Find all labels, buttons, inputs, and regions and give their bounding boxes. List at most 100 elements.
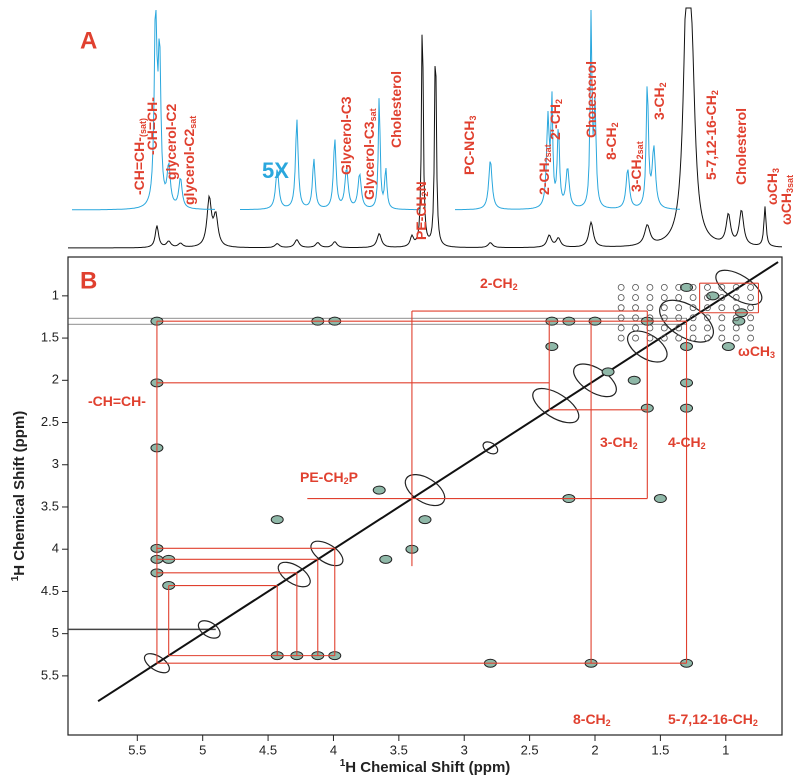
label-text: -CH=CH- xyxy=(144,97,160,155)
x-tick-label: 4 xyxy=(330,742,337,757)
cross-peak xyxy=(706,291,720,301)
cross-peak xyxy=(379,554,393,564)
label-text: 2-CH xyxy=(480,275,513,291)
spectrum-label: -CH=CH-(sat) xyxy=(131,118,149,195)
x-tick-label: 3.5 xyxy=(390,742,408,757)
diagonal-peak xyxy=(197,620,221,639)
label-text: Cholesterol xyxy=(733,108,749,185)
x-tick-label: 2 xyxy=(591,742,598,757)
y-tick-label: 5 xyxy=(52,625,59,640)
axis-label-sup: 1 xyxy=(10,575,21,581)
label-text: 3-CH xyxy=(651,87,667,120)
label-subscript: 2 xyxy=(420,191,430,196)
label-subscript: 2sat xyxy=(543,144,553,162)
cosy-layer xyxy=(68,261,779,703)
cross-peak xyxy=(675,334,683,342)
cross-peak xyxy=(689,324,697,332)
label-subscript: 2 xyxy=(344,476,349,486)
spectrum-label: Glycerol-C3sat xyxy=(361,108,379,200)
label-subscript: 2sat xyxy=(635,141,645,159)
cross-peak xyxy=(617,294,625,301)
spectrum-label: Cholesterol xyxy=(388,71,404,148)
y-tick-label: 3.5 xyxy=(41,498,59,513)
cosy-label: PE-CH2P xyxy=(300,469,358,487)
cross-peak xyxy=(689,304,697,312)
cross-peak xyxy=(718,304,726,312)
cross-peak xyxy=(660,304,668,312)
cross-peak xyxy=(675,324,683,332)
label-subscript: 2 xyxy=(701,441,706,451)
cross-peak xyxy=(646,284,654,291)
label-subscript: 3 xyxy=(771,168,781,173)
label-text: 2'-CH xyxy=(547,104,563,140)
diagonal-peak xyxy=(715,269,763,306)
cross-peak xyxy=(747,304,755,312)
label-subscript: sat xyxy=(188,116,198,129)
x-tick-label: 4.5 xyxy=(259,742,277,757)
diagonal-peak xyxy=(626,330,668,363)
spectrum-label: 2-CH2sat xyxy=(536,144,554,195)
cross-peak xyxy=(675,314,683,322)
y-tick-label: 5.5 xyxy=(41,667,59,682)
cosy-label: ωCH3 xyxy=(738,343,775,361)
label-subscript: 2 xyxy=(606,718,611,728)
label-subscript: sat xyxy=(368,108,378,121)
cosy-label: -CH=CH- xyxy=(88,393,146,409)
diagonal-peak xyxy=(532,387,580,424)
spectrum-label: glycerol-C2 xyxy=(163,104,179,180)
cross-peak xyxy=(747,334,755,342)
spectrum-label: Cholesterol xyxy=(583,61,599,138)
x-tick-label: 3 xyxy=(461,742,468,757)
label-text: glycerol-C2 xyxy=(181,129,197,205)
spectrum-label: 2'-CH2 xyxy=(547,99,565,140)
cross-peak xyxy=(732,294,740,301)
cross-peak xyxy=(732,304,740,312)
cross-peak xyxy=(617,314,625,322)
label-text: ωCH xyxy=(778,193,794,225)
y-tick-label: 2.5 xyxy=(41,414,59,429)
cross-peak xyxy=(689,334,697,342)
cross-peak xyxy=(747,294,755,301)
cross-peak xyxy=(732,284,740,291)
cross-peak xyxy=(747,284,755,291)
cross-peak xyxy=(632,324,639,332)
cross-peak xyxy=(627,375,641,385)
cross-peak xyxy=(718,324,726,332)
cross-peak xyxy=(747,324,755,332)
y-tick-label: 3 xyxy=(52,456,59,471)
diagonal-peak xyxy=(310,540,344,567)
cross-peak xyxy=(732,314,740,322)
x-tick-label: 2.5 xyxy=(521,742,539,757)
label-text: glycerol-C2 xyxy=(163,104,179,180)
cross-peak xyxy=(704,314,711,322)
label-text: Cholesterol xyxy=(583,61,599,138)
cross-peak xyxy=(632,284,639,291)
label-subscript: 3 xyxy=(468,116,478,121)
y-tick-label: 1 xyxy=(52,287,59,302)
cross-peak xyxy=(680,282,694,292)
axis-label-text: H Chemical Shift (ppm) xyxy=(345,759,510,776)
cross-peak xyxy=(632,294,639,301)
expanded-trace xyxy=(455,9,680,211)
cross-peak xyxy=(418,515,432,525)
spectrum-label: Cholesterol xyxy=(733,108,749,185)
cross-peak xyxy=(653,494,667,504)
spectrum-trace xyxy=(68,7,783,249)
label-subscript: 2 xyxy=(633,441,638,451)
label-text: 3-CH xyxy=(628,159,644,192)
scale-label: 5X xyxy=(262,158,289,183)
diagonal-peak xyxy=(482,441,499,455)
label-subscript: 2 xyxy=(513,282,518,292)
spectrum-label: 8-CH2 xyxy=(603,122,621,160)
y-tick-label: 4 xyxy=(52,541,59,556)
axis-label: 1H Chemical Shift (ppm) xyxy=(10,411,28,582)
cross-peak xyxy=(660,294,668,301)
cross-peak xyxy=(704,334,711,342)
cross-peak xyxy=(632,314,639,322)
label-subscript: 3 xyxy=(770,350,775,360)
x-tick-label: 1 xyxy=(722,742,729,757)
spectrum-label: 3-CH2sat xyxy=(628,141,646,192)
spectrum-label: PE-CH2N xyxy=(413,181,431,240)
axis-label-text: H Chemical Shift (ppm) xyxy=(11,411,28,576)
diagonal-peak xyxy=(404,474,446,507)
